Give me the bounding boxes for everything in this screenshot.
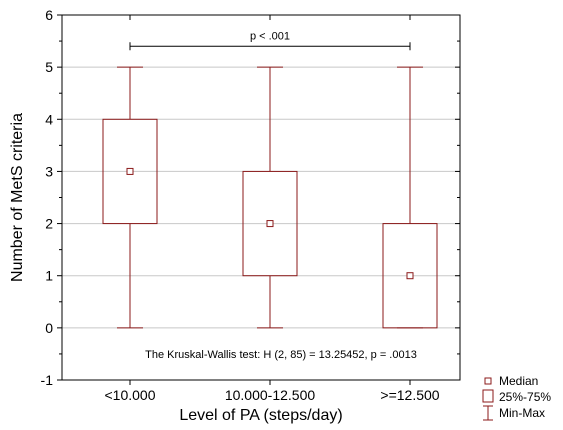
y-tick-label: 5: [45, 59, 53, 75]
y-tick-label: 1: [45, 268, 53, 284]
p-value-label: p < .001: [250, 30, 290, 42]
legend-minmax-label: Min-Max: [499, 406, 545, 420]
legend-box-swatch: [482, 389, 494, 403]
y-tick-label: 3: [45, 163, 53, 179]
boxes: [102, 66, 438, 329]
y-tick-label: 4: [45, 111, 53, 127]
y-tick-label: 2: [45, 216, 53, 232]
y-tick-label: 6: [45, 7, 53, 23]
iqr-box: [102, 118, 158, 225]
legend-median-label: Median: [499, 374, 538, 388]
gridlines: [62, 66, 460, 329]
iqr-box: [242, 170, 298, 277]
x-tick-label: 10.000-12.500: [225, 387, 316, 403]
box-2: [242, 66, 298, 329]
y-axis-ticks: -1 0 1 2 3 4 5 6: [41, 7, 460, 388]
x-axis-ticks: <10.000 10.000-12.500 >=12.500: [105, 15, 440, 403]
median-marker: [126, 167, 134, 175]
median-marker: [406, 272, 414, 280]
y-axis-title: Number of MetS criteria: [9, 113, 26, 282]
kruskal-wallis-annotation: The Kruskal-Wallis test: H (2, 85) = 13.…: [145, 349, 417, 361]
box-1: [102, 66, 158, 329]
iqr-box: [382, 223, 438, 329]
significance-bracket: p < .001: [129, 30, 411, 51]
legend-median-swatch: [484, 377, 492, 385]
median-marker: [266, 220, 274, 228]
x-tick-label: >=12.500: [380, 387, 439, 403]
x-axis-title: Level of PA (steps/day): [179, 407, 342, 424]
y-tick-label: -1: [41, 372, 54, 388]
box-3: [382, 66, 438, 329]
x-tick-label: <10.000: [105, 387, 156, 403]
legend-box-label: 25%-75%: [499, 390, 551, 404]
legend: Median 25%-75% Min-Max: [482, 374, 551, 421]
y-tick-label: 0: [45, 320, 53, 336]
plot-frame: [61, 14, 461, 381]
